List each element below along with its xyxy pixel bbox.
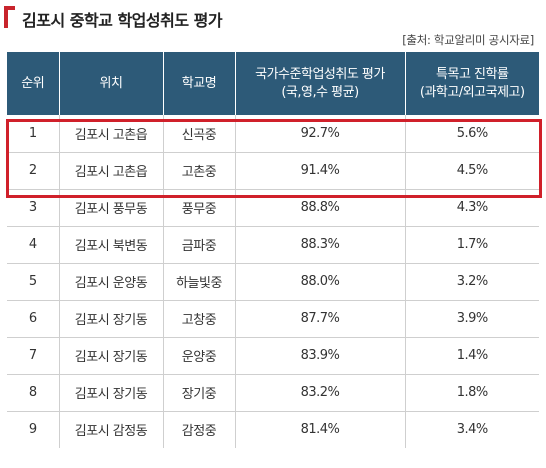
cell-achievement: 88.8%	[235, 189, 406, 227]
cell-location: 김포시 고촌읍	[59, 152, 164, 190]
cell-rank: 8	[7, 374, 60, 412]
cell-admission: 4.3%	[405, 189, 539, 227]
table-row: 3 김포시 풍무동 풍무중 88.8% 4.3%	[7, 189, 539, 227]
cell-school: 풍무중	[163, 189, 236, 227]
header-location: 위치	[59, 52, 164, 115]
cell-rank: 7	[7, 337, 60, 375]
cell-achievement: 87.7%	[235, 300, 406, 338]
cell-achievement: 83.9%	[235, 337, 406, 375]
cell-rank: 9	[7, 411, 60, 448]
cell-location: 김포시 운양동	[59, 263, 164, 301]
cell-admission: 3.4%	[456, 422, 489, 438]
cell-location: 김포시 장기동	[59, 337, 164, 375]
cell-school: 감정중	[163, 411, 236, 448]
header-rank: 순위	[7, 52, 60, 115]
cell-admission: 4.5%	[405, 152, 539, 190]
cell-achievement: 91.4%	[235, 152, 406, 190]
header-achievement-title: 국가수준학업성취도 평가	[255, 66, 385, 82]
cell-rank: 3	[7, 189, 60, 227]
cell-admission: 3.9%	[405, 300, 539, 338]
cell-school: 신곡중	[163, 115, 236, 153]
cell-admission: 1.4%	[405, 337, 539, 375]
table-body: 1 김포시 고촌읍 신곡중 92.7% 5.6% 2 김포시 고촌읍 고촌중 91.4% 4.5%…	[7, 115, 539, 448]
cell-admission: 3.2%	[405, 263, 539, 301]
header-achievement-subtitle: (국,영,수 평균)	[281, 84, 359, 100]
cell-school: 고창중	[163, 300, 236, 338]
table-header-row: 순위 위치 학교명 국가수준학업성취도 평가 (국,영,수 평균) 특목고 진학…	[7, 52, 539, 115]
header-school: 학교명	[163, 52, 236, 115]
cell-school: 장기중	[163, 374, 236, 412]
cell-admission: 1.7%	[405, 226, 539, 264]
header-achievement: 국가수준학업성취도 평가 (국,영,수 평균)	[235, 52, 406, 115]
cell-achievement: 88.0%	[235, 263, 406, 301]
table-row: 6 김포시 장기동 고창중 87.7% 3.9%	[7, 300, 539, 338]
cell-rank: 5	[7, 263, 60, 301]
table-row: 7 김포시 장기동 운양중 83.9% 1.4%	[7, 337, 539, 375]
cell-rank: 4	[7, 226, 60, 264]
cell-achievement: 81.4%	[235, 411, 406, 448]
table-row: 1 김포시 고촌읍 신곡중 92.7% 5.6%	[7, 115, 539, 153]
cell-school: 운양중	[163, 337, 236, 375]
header-admission: 특목고 진학률 (과학고/외고국제고)	[405, 52, 539, 115]
table-row: 5 김포시 운양동 하늘빛중 88.0% 3.2%	[7, 263, 539, 301]
cell-admission: 5.6%	[405, 115, 539, 153]
cell-location: 김포시 고촌읍	[59, 115, 164, 153]
cell-location: 김포시 풍무동	[59, 189, 164, 227]
cell-achievement: 88.3%	[235, 226, 406, 264]
title-bracket-icon	[4, 6, 15, 28]
table-row: 9 김포시 감정동 감정중 81.4% 3.4%	[7, 411, 539, 448]
cell-location: 김포시 감정동	[59, 411, 164, 448]
cell-rank: 2	[7, 152, 60, 190]
ranking-table: 순위 위치 학교명 국가수준학업성취도 평가 (국,영,수 평균) 특목고 진학…	[7, 52, 539, 448]
cell-achievement: 83.2%	[235, 374, 406, 412]
cell-school: 하늘빛중	[163, 263, 236, 301]
cell-location: 김포시 북변동	[59, 226, 164, 264]
source-note: [출처: 학교알리미 공시자료]	[402, 33, 534, 47]
cell-rank: 1	[7, 115, 60, 153]
table-row: 4 김포시 북변동 금파중 88.3% 1.7%	[7, 226, 539, 264]
cell-achievement: 92.7%	[235, 115, 406, 153]
table-row: 8 김포시 장기동 장기중 83.2% 1.8%	[7, 374, 539, 412]
cell-school: 금파중	[163, 226, 236, 264]
table-row: 2 김포시 고촌읍 고촌중 91.4% 4.5%	[7, 152, 539, 190]
header-admission-title: 특목고 진학률	[436, 66, 509, 82]
cell-admission: 1.8%	[405, 374, 539, 412]
cell-location: 김포시 장기동	[59, 300, 164, 338]
page-title: 김포시 중학교 학업성취도 평가	[22, 11, 223, 30]
cell-school: 고촌중	[163, 152, 236, 190]
cell-location: 김포시 장기동	[59, 374, 164, 412]
cell-rank: 6	[7, 300, 60, 338]
header-admission-subtitle: (과학고/외고국제고)	[419, 84, 525, 100]
